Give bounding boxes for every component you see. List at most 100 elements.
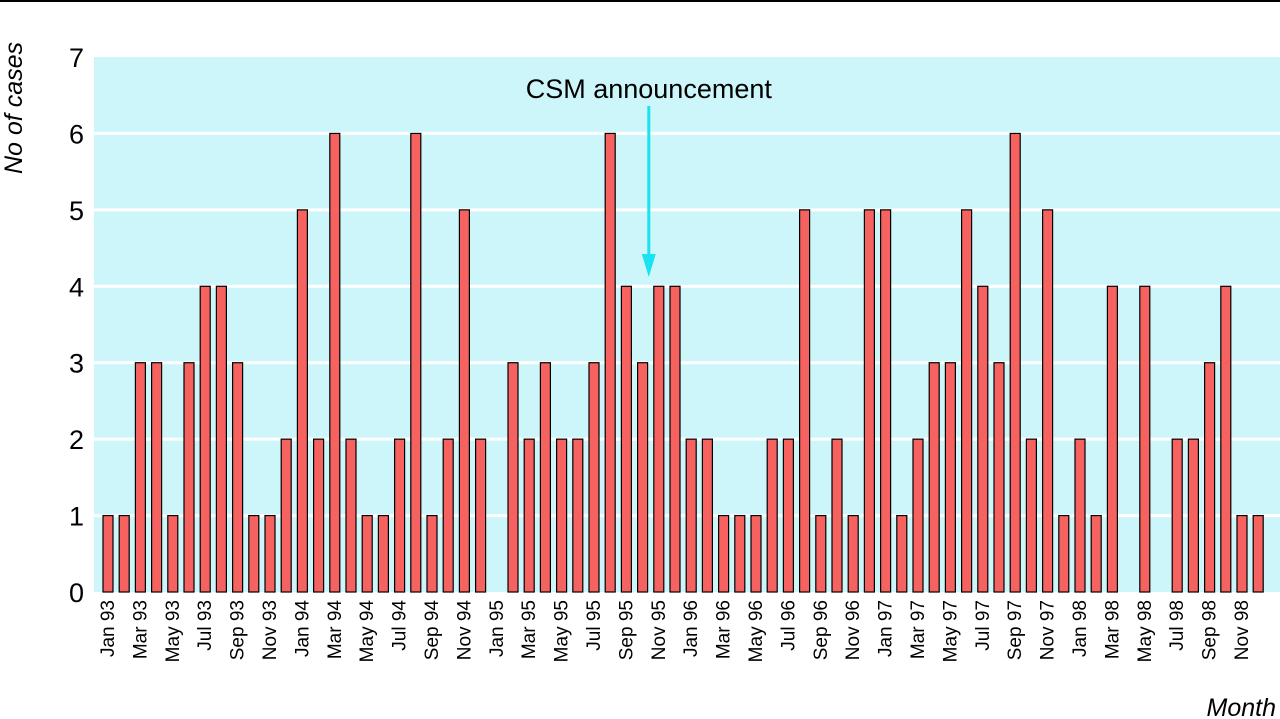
x-tick-label: Sep 94 <box>422 600 443 661</box>
x-tick-label: Jan 98 <box>1070 600 1091 657</box>
bar <box>523 438 535 593</box>
bar <box>993 362 1005 593</box>
bar <box>863 209 876 593</box>
bar <box>960 209 973 593</box>
annotation-arrow-head <box>641 254 656 277</box>
bar <box>620 285 633 593</box>
bar <box>426 514 438 593</box>
bar <box>685 438 697 593</box>
y-tick-label: 3 <box>69 349 84 379</box>
bar <box>475 438 487 593</box>
bar <box>102 514 114 593</box>
bar <box>199 285 211 593</box>
bar <box>394 438 406 593</box>
x-tick-label: Nov 98 <box>1232 600 1253 660</box>
x-tick-label: Sep 95 <box>616 600 637 660</box>
bar <box>912 438 924 593</box>
bar <box>1187 438 1200 593</box>
bar <box>507 362 519 593</box>
bar <box>1139 285 1151 593</box>
y-axis-ticks: 0 1 2 3 4 5 6 7 <box>69 43 84 608</box>
x-tick-label: Jan 95 <box>487 600 508 657</box>
y-tick-label: 0 <box>69 578 84 608</box>
bar <box>1025 438 1038 593</box>
x-tick-label: Jul 95 <box>584 600 605 651</box>
x-tick-label: Jul 97 <box>973 600 994 651</box>
y-axis-title: No of cases <box>0 42 28 174</box>
y-tick-label: 2 <box>69 425 84 455</box>
x-tick-label: Mar 93 <box>130 600 151 659</box>
bar <box>361 514 373 593</box>
bar <box>458 209 470 593</box>
bar <box>847 514 859 593</box>
x-tick-label: Sep 93 <box>228 600 249 660</box>
bar <box>151 362 163 593</box>
bar <box>134 362 146 593</box>
x-tick-label: Mar 98 <box>1102 600 1123 659</box>
bar <box>604 132 616 593</box>
bar <box>636 362 649 593</box>
bar <box>944 362 957 593</box>
bar <box>1009 132 1021 593</box>
bar <box>410 132 422 593</box>
bar <box>1203 362 1216 593</box>
x-tick-label: Jan 96 <box>681 600 702 657</box>
bar <box>701 438 714 593</box>
bar <box>118 514 130 593</box>
bar <box>1252 514 1264 593</box>
bar <box>798 209 811 593</box>
x-tick-label: Jul 96 <box>778 600 799 651</box>
x-tick-label: Sep 97 <box>1005 600 1026 660</box>
bar <box>588 362 600 593</box>
annotation-label: CSM announcement <box>526 74 773 104</box>
x-tick-label: Nov 96 <box>843 600 864 660</box>
bar <box>766 438 778 593</box>
x-tick-label: Mar 97 <box>908 600 929 659</box>
x-axis-ticks: Jan 93 Mar 93 May 93 Jul 93 Sep 93 Nov 93 Jan … <box>98 600 1253 663</box>
bar <box>377 514 389 593</box>
y-tick-label: 4 <box>69 272 84 302</box>
x-tick-label: Jul 93 <box>195 600 216 651</box>
bar <box>1058 514 1070 593</box>
bar <box>313 438 325 593</box>
bar <box>442 438 454 593</box>
x-tick-label: Sep 96 <box>811 600 832 660</box>
bar <box>896 514 908 593</box>
bar <box>717 514 730 593</box>
bar <box>167 514 179 593</box>
x-tick-label: Mar 95 <box>519 600 540 659</box>
bar <box>232 362 244 593</box>
x-tick-label: Jan 93 <box>98 600 119 657</box>
x-tick-label: Nov 97 <box>1038 600 1059 660</box>
y-tick-label: 7 <box>69 43 84 73</box>
x-tick-label: May 95 <box>552 600 573 662</box>
bar <box>734 514 746 593</box>
x-tick-label: Sep 98 <box>1200 600 1221 660</box>
x-tick-label: Mar 94 <box>325 600 346 660</box>
bar <box>215 285 227 593</box>
bar <box>669 285 681 593</box>
bar <box>1220 285 1232 593</box>
bar <box>782 438 795 593</box>
bar <box>1236 514 1248 593</box>
bar <box>977 285 989 593</box>
x-tick-label: May 97 <box>940 600 961 662</box>
x-tick-label: Jul 94 <box>390 600 411 651</box>
bar <box>296 209 308 593</box>
bar <box>280 438 292 593</box>
bar <box>831 438 843 593</box>
bar <box>1074 438 1086 593</box>
bar <box>879 209 892 593</box>
x-tick-label: May 94 <box>357 600 378 663</box>
x-tick-label: May 96 <box>746 600 767 662</box>
x-tick-label: Jan 94 <box>292 600 313 657</box>
x-axis-title: Month <box>1207 694 1276 719</box>
annotation: CSM announcement <box>526 74 773 277</box>
bar <box>539 362 552 593</box>
x-tick-label: Jan 97 <box>876 600 897 657</box>
bar <box>264 514 276 593</box>
y-tick-label: 6 <box>69 119 84 149</box>
x-tick-label: May 93 <box>163 600 184 662</box>
bar <box>1106 285 1119 593</box>
bar <box>248 514 260 593</box>
